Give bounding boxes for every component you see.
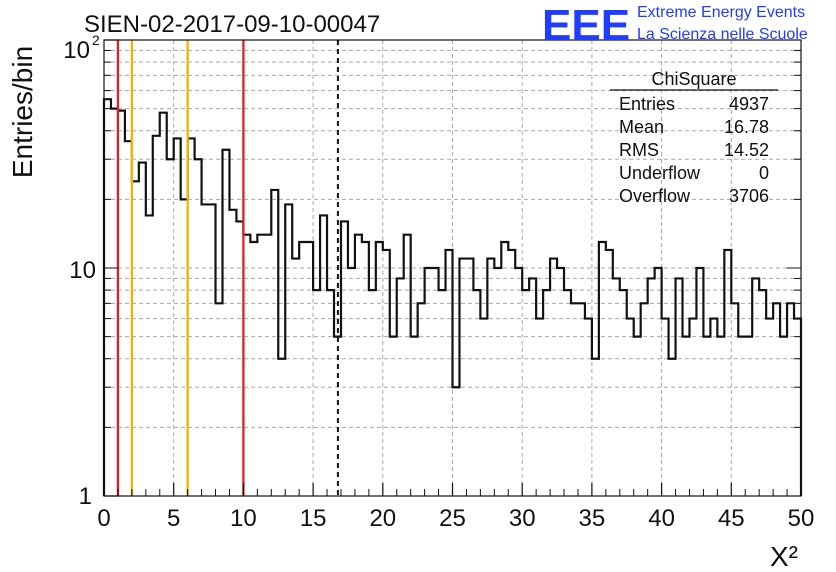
- stats-box: ChiSquare Entries 4937 Mean 16.78 RMS 14.52 Un…: [610, 69, 778, 206]
- x-axis-title: X²: [770, 541, 798, 572]
- x-tick-label: 0: [97, 505, 110, 532]
- chart-title: SIEN-02-2017-09-10-00047: [84, 11, 380, 38]
- y-tick-label-10: 10: [69, 257, 96, 284]
- stats-row-label: Underflow: [619, 163, 701, 183]
- y-axis-title: Entries/bin: [7, 46, 38, 178]
- brand-logo: EEE Extreme Energy Events La Scienza nel…: [542, 1, 808, 50]
- y-tick-label-1: 1: [79, 483, 92, 510]
- x-tick-label: 20: [369, 505, 396, 532]
- x-tick-label: 35: [579, 505, 606, 532]
- y-tick-label-100: 10: [63, 37, 90, 64]
- histogram-layer: [102, 98, 803, 496]
- stats-row-label: Overflow: [619, 186, 691, 206]
- vertical-lines-layer: [116, 40, 339, 496]
- x-tick-label: 45: [718, 505, 745, 532]
- stats-row-value: 0: [759, 163, 769, 183]
- x-tick-label: 10: [230, 505, 257, 532]
- y-tick-label-100-exponent: 2: [92, 32, 100, 48]
- stats-row-value: 4937: [729, 94, 769, 114]
- stats-row-label: Mean: [619, 117, 664, 137]
- stats-row-value: 3706: [729, 186, 769, 206]
- histogram-series: [102, 98, 803, 496]
- x-tick-label: 5: [167, 505, 180, 532]
- x-tick-label: 25: [439, 505, 466, 532]
- brand-logo-text: EEE: [542, 1, 630, 50]
- x-tick-label: 15: [300, 505, 327, 532]
- stats-row-value: 16.78: [724, 117, 769, 137]
- tick-layer: [103, 39, 802, 497]
- stats-row-label: Entries: [619, 94, 675, 114]
- stats-row-label: RMS: [619, 140, 659, 160]
- x-tick-label: 30: [509, 505, 536, 532]
- brand-line-2: La Scienza nelle Scuole: [637, 26, 808, 43]
- x-tick-label: 40: [648, 505, 675, 532]
- stats-rows: Entries 4937 Mean 16.78 RMS 14.52 Underflow 0 Ov…: [619, 94, 769, 206]
- stats-box-title: ChiSquare: [651, 69, 736, 89]
- stats-row-value: 14.52: [724, 140, 769, 160]
- brand-line-1: Extreme Energy Events: [637, 4, 805, 21]
- x-tick-label: 50: [788, 505, 815, 532]
